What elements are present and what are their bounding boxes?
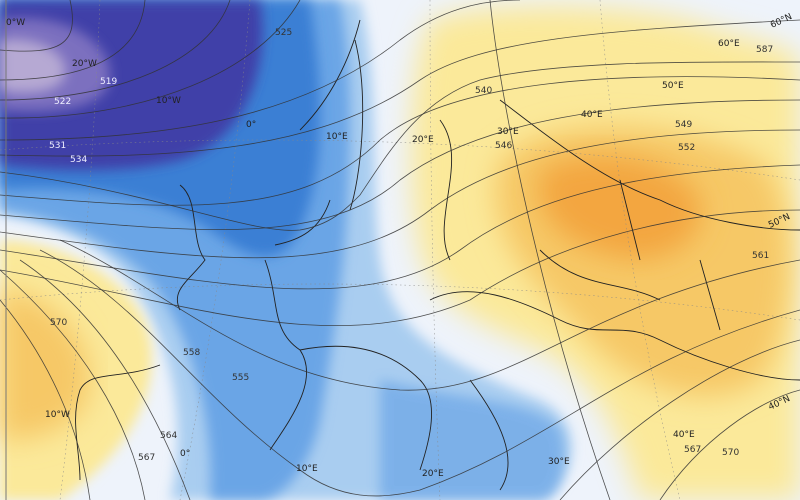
contour-label: 525 (275, 28, 292, 38)
contour-label: 567 (684, 445, 701, 455)
contour-label: 546 (495, 141, 512, 151)
lon-label: 10°W (156, 96, 181, 106)
contour-label: 561 (752, 251, 769, 261)
contour-label: 540 (475, 86, 492, 96)
contour-label: 522 (54, 97, 71, 107)
lon-label: 20°E (412, 135, 434, 145)
lon-label: 20°E (422, 469, 444, 479)
contour-label: 552 (678, 143, 695, 153)
contour-label: 570 (50, 318, 67, 328)
lon-label: 40°E (581, 110, 603, 120)
contour-label: 564 (160, 431, 177, 441)
lon-label: 0° (246, 120, 256, 130)
contour-label: 558 (183, 348, 200, 358)
contour-label: 534 (70, 155, 87, 165)
lon-label: 20°W (72, 59, 97, 69)
lon-label: 60°E (718, 39, 740, 49)
lon-label: 0° (180, 449, 190, 459)
lon-label: 0°W (6, 18, 25, 28)
contour-label: 570 (722, 448, 739, 458)
contour-label: 549 (675, 120, 692, 130)
lon-label: 10°E (296, 464, 318, 474)
contour-labels: 519 522 525 531 534 540 546 549 552 555 … (49, 28, 773, 463)
contour-label: 567 (138, 453, 155, 463)
lon-label: 10°W (45, 410, 70, 420)
contour-label: 587 (756, 45, 773, 55)
lon-label: 30°E (548, 457, 570, 467)
contour-label: 519 (100, 77, 117, 87)
coastlines-borders (75, 19, 800, 491)
lon-label: 50°E (662, 81, 684, 91)
contour-label: 555 (232, 373, 249, 383)
lon-label: 30°E (497, 127, 519, 137)
lon-label: 10°E (326, 132, 348, 142)
contour-label: 531 (49, 141, 66, 151)
lon-label: 40°E (673, 430, 695, 440)
